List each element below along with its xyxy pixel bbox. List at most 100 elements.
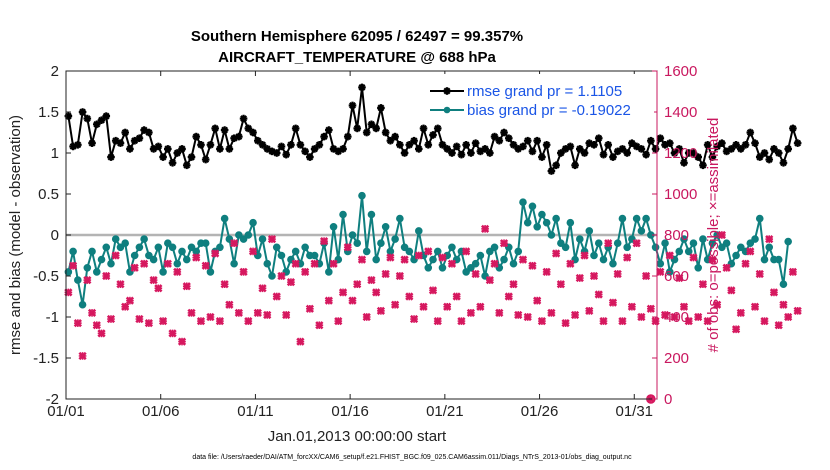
bias-point (623, 243, 631, 252)
obs-assimilated-point (604, 239, 613, 248)
bias-point (722, 239, 731, 247)
obs-assimilated-point (253, 308, 262, 318)
bias-point (263, 259, 272, 268)
rmse-point (164, 145, 172, 153)
obs-assimilated-point (504, 292, 513, 301)
rmse-point (533, 136, 541, 145)
bias-point (277, 251, 286, 260)
obs-assimilated-point (547, 308, 556, 318)
bias-point (429, 255, 437, 264)
obs-assimilated-point (641, 271, 651, 281)
rmse-point (760, 149, 769, 157)
x-tick-label: 01/11 (237, 403, 273, 420)
obs-assimilated-point (566, 259, 575, 268)
obs-assimilated-point (305, 304, 315, 313)
y2-tick-label: 1600 (664, 63, 697, 80)
bias-point (462, 268, 470, 276)
rmse-point (74, 141, 82, 149)
bias-point (353, 239, 362, 247)
obs-assimilated-point (414, 251, 423, 260)
bias-point (514, 247, 523, 256)
rmse-point (448, 149, 456, 157)
rmse-point (471, 139, 480, 147)
rmse-point (789, 124, 797, 133)
rmse-point (504, 134, 513, 143)
bias-point (74, 276, 82, 284)
rmse-point (126, 145, 134, 153)
obs-assimilated-point (656, 267, 665, 277)
rmse-point (154, 142, 163, 151)
obs-assimilated-point (92, 321, 101, 330)
rmse-point (538, 153, 546, 161)
obs-assimilated-point (201, 261, 210, 270)
bias-point (737, 243, 745, 252)
rmse-point (694, 153, 702, 161)
x-tick-label: 01/16 (331, 403, 369, 420)
rmse-point (296, 141, 305, 149)
series-0 (64, 83, 802, 175)
obs-assimilated-point (111, 251, 120, 260)
bias-point (613, 239, 622, 247)
bias-point (154, 243, 163, 252)
bias-point (642, 214, 650, 223)
bias-point (774, 255, 783, 264)
bias-point (367, 210, 376, 219)
obs-assimilated-point (736, 308, 745, 318)
bias-point (751, 235, 759, 243)
bias-point (651, 243, 660, 252)
chart-subtitle: AIRCRAFT_TEMPERATURE @ 688 hPa (218, 49, 496, 66)
rmse-point (277, 142, 286, 151)
obs-assimilated-point (476, 302, 485, 311)
obs-assimilated-point (163, 259, 172, 268)
bias-point (216, 243, 224, 252)
bias-point (576, 235, 584, 243)
obs-assimilated-point (537, 316, 547, 326)
legend-swatch-marker (443, 106, 451, 114)
y-tick-label: -2 (46, 391, 59, 408)
obs-assimilated-point (665, 251, 674, 260)
obs-assimilated-point (708, 255, 717, 264)
obs-assimilated-point (533, 296, 542, 305)
series-1 (64, 191, 792, 309)
series-2 (64, 224, 802, 361)
obs-assimilated-point (206, 312, 215, 322)
y2-tick-label: 1000 (664, 186, 697, 203)
rmse-point (594, 134, 603, 143)
obs-assimilated-point (462, 247, 471, 256)
obs-assimilated-point (485, 275, 494, 285)
obs-assimilated-point (400, 255, 409, 264)
rmse-point (656, 134, 665, 143)
obs-assimilated-point (627, 302, 637, 311)
obs-assimilated-point (552, 249, 561, 258)
obs-assimilated-point (78, 351, 87, 361)
bias-point (637, 227, 646, 235)
bias-point (107, 259, 115, 268)
obs-assimilated-point (651, 316, 660, 326)
bias-point (168, 243, 177, 252)
rmse-point (391, 132, 399, 141)
bias-point (547, 231, 556, 239)
obs-assimilated-point (637, 312, 646, 322)
rmse-point (604, 141, 613, 149)
legend-swatch-marker (443, 87, 451, 95)
obs-assimilated-point (272, 292, 281, 301)
obs-assimilated-point (173, 267, 182, 277)
rmse-point (429, 131, 437, 139)
bias-point (149, 255, 158, 264)
bias-point (64, 268, 73, 276)
bias-point (594, 239, 603, 247)
bias-point (433, 247, 442, 256)
legend: rmse grand pr = 1.1105 bias grand pr = -0… (426, 74, 654, 120)
rmse-point (182, 161, 191, 170)
bias-point (258, 235, 267, 243)
rmse-point (746, 128, 755, 137)
rmse-point (680, 159, 688, 167)
bias-point (632, 214, 641, 223)
bias-point (178, 247, 186, 256)
obs-assimilated-point (713, 300, 722, 309)
rmse-point (755, 153, 764, 161)
obs-assimilated-point (263, 310, 272, 320)
rmse-point (301, 147, 309, 156)
bias-point (391, 235, 399, 243)
rmse-point (547, 167, 556, 175)
